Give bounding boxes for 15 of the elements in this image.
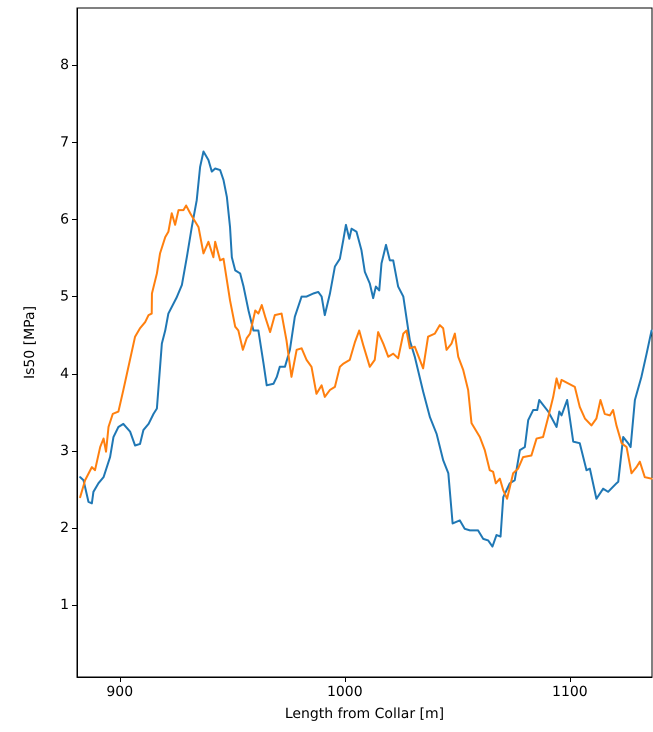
y-tick-label: 5 [60,288,69,305]
line-series [79,204,653,500]
y-tick-label: 3 [60,442,69,459]
y-tick-label: 4 [60,366,70,382]
y-tick-label: 7 [60,134,69,150]
line-series [79,150,653,548]
x-axis-title: Length from Collar [m] [284,706,444,722]
x-tick-label: 1000 [326,684,363,700]
y-tick-label: 6 [60,211,70,228]
y-tick-label: 1 [60,597,69,614]
y-axis-title: Is50 [MPa] [22,306,38,380]
y-tick-label: 8 [60,57,69,74]
x-tick-label: 900 [106,684,134,700]
x-tick-label: 1100 [552,684,588,700]
y-tick-label: 2 [60,520,69,536]
